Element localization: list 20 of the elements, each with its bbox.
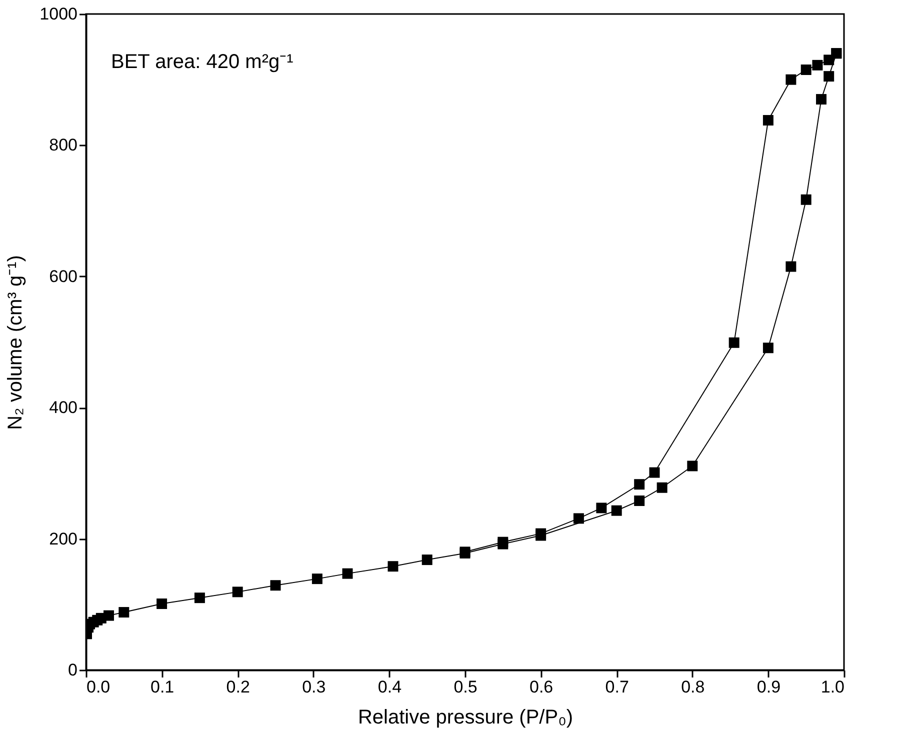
x-tick-label: 0.0	[86, 678, 110, 696]
x-tick-label: 0.5	[454, 678, 478, 696]
y-tick-label: 800	[49, 136, 78, 155]
y-tick-label: 600	[49, 266, 78, 286]
x-tick-label: 0.8	[681, 678, 705, 696]
x-tick-label: 0.4	[378, 678, 402, 696]
y-tick-label: 0	[68, 660, 78, 680]
x-tick-label: 0.2	[226, 678, 250, 696]
y-tick-label: 1000	[40, 4, 78, 24]
x-tick-label: 0.7	[605, 678, 629, 696]
x-tick-label: 0.1	[150, 678, 174, 696]
x-tick-label: 1.0	[820, 678, 844, 696]
annotation: BET area: 420 m²g⁻¹	[111, 51, 294, 73]
x-axis-title: Relative pressure (P/P₀)	[358, 706, 574, 728]
y-tick-label: 200	[49, 529, 78, 548]
x-tick-label: 0.9	[756, 678, 781, 696]
x-tick-label: 0.6	[529, 678, 554, 696]
y-tick-label: 400	[49, 398, 78, 418]
y-axis-title: N₂ volume (cm³ g⁻¹)	[4, 255, 27, 430]
x-tick-label: 0.3	[302, 678, 326, 696]
